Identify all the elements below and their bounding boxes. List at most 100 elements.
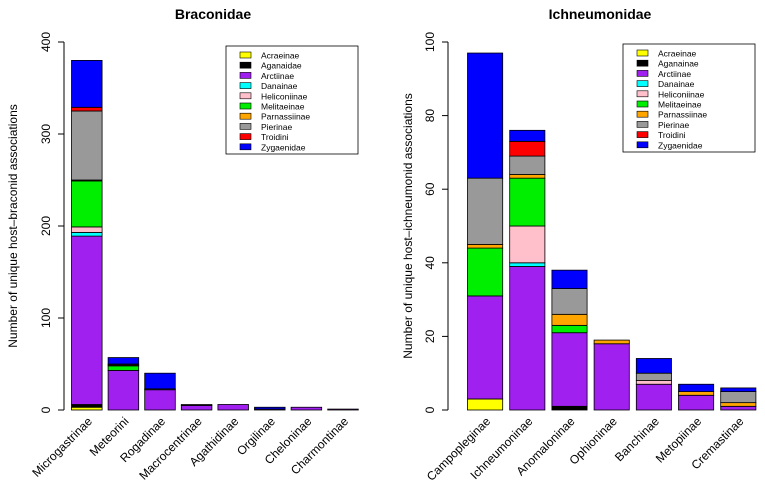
bar-segment-microgastrinae-arctiinae — [71, 235, 103, 405]
legend-swatch-danainae — [636, 80, 649, 87]
legend-label-acraeinae: Acraeinae — [658, 49, 697, 59]
bar-segment-macrocentrinae-pierinae — [180, 404, 213, 406]
bar-segment-cremastinae-arctiinae — [720, 405, 757, 411]
legend-swatch-heliconiinae — [239, 92, 252, 100]
legend-swatch-troidini — [636, 131, 649, 138]
legend-label-melitaeinae: Melitaeinae — [261, 102, 305, 112]
legend-label-parnassiinae: Parnassiinae — [261, 112, 310, 122]
legend-swatch-danainae — [239, 82, 252, 89]
bar-segment-orgilinae-zygaenidae — [254, 406, 286, 410]
bar-segment-microgastrinae-zygaenidae — [71, 60, 103, 108]
legend-swatch-acraeinae — [636, 49, 649, 57]
bar-segment-campopleginae-parnassiinae — [467, 243, 504, 249]
chart-title: Braconidae — [175, 6, 251, 22]
bar-segment-ophioninae-arctiinae — [593, 343, 630, 411]
legend-swatch-acraeinae — [239, 51, 252, 59]
bar-segment-metopiinae-arctiinae — [678, 394, 715, 411]
legend-swatch-parnassiinae — [636, 110, 649, 118]
bar-segment-microgastrinae-acraeinae — [71, 406, 103, 411]
bar-segment-banchinae-zygaenidae — [635, 358, 672, 374]
legend-swatch-troidini — [239, 133, 252, 140]
legend-swatch-pierinae — [636, 121, 649, 128]
legend-swatch-arctiinae — [239, 72, 252, 79]
legend-label-troidini: Troidini — [261, 132, 289, 142]
legend-swatch-zygaenidae — [239, 143, 252, 151]
bar-segment-microgastrinae-troidini — [71, 106, 103, 112]
bar-segment-rogadinae-arctiinae — [144, 389, 176, 411]
bar-segment-cremastinae-pierinae — [720, 391, 757, 404]
bar-segment-ichneumoninae-arctiinae — [509, 266, 546, 411]
legend-label-aganainae: Aganainae — [658, 59, 699, 69]
legend-label-zygaenidae: Zygaenidae — [261, 142, 306, 152]
bar-segment-meteorini-arctiinae — [107, 370, 140, 411]
bar-segment-anomaloninae-aganainae — [551, 405, 588, 411]
x-tick-label-macrocentrinae: Macrocentrinae — [136, 414, 205, 483]
bar-segment-banchinae-arctiinae — [635, 383, 672, 411]
bar-segment-agathidinae-arctiinae — [217, 404, 249, 411]
y-tick-label: 0 — [423, 406, 437, 413]
bar-segment-ophioninae-parnassiinae — [593, 339, 630, 345]
y-tick-label: 20 — [423, 329, 437, 343]
bar-segment-anomaloninae-melitaeinae — [551, 324, 588, 334]
y-tick-label: 80 — [423, 109, 437, 123]
legend-swatch-melitaeinae — [239, 102, 252, 110]
y-tick-label: 300 — [39, 124, 53, 144]
bar-segment-microgastrinae-melitaeinae — [71, 180, 103, 228]
legend-label-zygaenidae: Zygaenidae — [658, 140, 703, 150]
bar-segment-ichneumoninae-zygaenidae — [509, 129, 546, 142]
legend-label-arctiinae: Arctiinae — [658, 69, 691, 79]
bar-segment-anomaloninae-arctiinae — [551, 332, 588, 407]
bar-segment-ichneumoninae-parnassiinae — [509, 174, 546, 179]
x-tick-label-microgastrinae: Microgastrinae — [29, 414, 95, 480]
bar-segment-anomaloninae-zygaenidae — [551, 269, 588, 289]
y-tick-label: 100 — [39, 308, 53, 328]
bar-segment-microgastrinae-heliconiinae — [71, 226, 103, 233]
legend-swatch-aganaidae — [239, 61, 252, 69]
bar-segment-banchinae-heliconiinae — [635, 380, 672, 385]
bar-segment-cremastinae-parnassiinae — [720, 402, 757, 407]
bar-segment-campopleginae-pierinae — [467, 177, 504, 245]
bar-segment-ichneumoninae-melitaeinae — [509, 177, 546, 227]
y-tick-label: 40 — [423, 256, 437, 270]
y-tick-label: 100 — [423, 32, 437, 52]
bar-segment-metopiinae-zygaenidae — [678, 383, 715, 392]
bar-segment-campopleginae-melitaeinae — [467, 247, 504, 297]
legend-label-troidini: Troidini — [658, 130, 686, 140]
legend-label-parnassiinae: Parnassiinae — [658, 110, 707, 120]
legend-swatch-pierinae — [239, 123, 252, 130]
bar-segment-ichneumoninae-troidini — [509, 140, 546, 157]
legend-swatch-parnassiinae — [239, 112, 252, 120]
bar-segment-anomaloninae-parnassiinae — [551, 313, 588, 326]
legend-label-pierinae: Pierinae — [261, 122, 292, 132]
bar-segment-campopleginae-zygaenidae — [467, 52, 504, 179]
y-axis-label: Number of unique host–braconid associati… — [6, 104, 20, 347]
bar-segment-ichneumoninae-pierinae — [509, 155, 546, 175]
bar-segment-ichneumoninae-danainae — [509, 262, 546, 267]
legend-swatch-aganainae — [636, 59, 649, 67]
y-tick-label: 200 — [39, 216, 53, 236]
legend-swatch-melitaeinae — [636, 100, 649, 108]
bar-segment-cheloninae-arctiinae — [290, 406, 323, 411]
bar-segment-banchinae-pierinae — [635, 372, 672, 381]
legend-label-danainae: Danainae — [261, 81, 298, 91]
ichneumonidae-panel: Ichneumonidae 0 20 40 60 80 100 Number of uniqu… — [401, 6, 757, 484]
legend-label-melitaeinae: Melitaeinae — [658, 100, 702, 110]
legend-label-acraeinae: Acraeinae — [261, 51, 300, 61]
bar-segment-meteorini-zygaenidae — [107, 357, 140, 365]
y-axis-label: Number of unique host–ichneumonid associ… — [401, 93, 415, 359]
bar-segment-anomaloninae-pierinae — [551, 288, 588, 315]
bar-segment-metopiinae-parnassiinae — [678, 391, 715, 396]
bar-segment-ichneumoninae-heliconiinae — [509, 225, 546, 264]
bar-segment-macrocentrinae-arctiinae — [180, 404, 213, 411]
legend-label-arctiinae: Arctiinae — [261, 71, 294, 81]
bar-segment-microgastrinae-pierinae — [71, 110, 103, 181]
y-tick-label: 0 — [39, 406, 53, 413]
legend-label-pierinae: Pierinae — [658, 120, 689, 130]
bar-segment-charmontinae-arctiinae — [327, 408, 359, 411]
bar-segment-campopleginae-arctiinae — [467, 295, 504, 400]
bar-segment-microgastrinae-aganaidae — [71, 404, 103, 408]
legend-label-heliconiinae: Heliconiinae — [658, 89, 705, 99]
legend-label-aganaidae: Aganaidae — [261, 61, 302, 71]
bar-segment-meteorini-melitaeinae — [107, 365, 140, 371]
